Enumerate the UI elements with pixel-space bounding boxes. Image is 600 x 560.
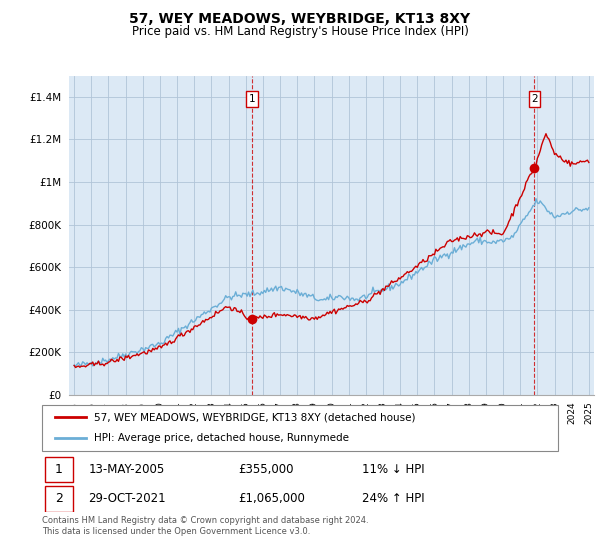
FancyBboxPatch shape [44,457,73,482]
Text: £1,065,000: £1,065,000 [238,492,305,506]
FancyBboxPatch shape [44,486,73,512]
Text: 57, WEY MEADOWS, WEYBRIDGE, KT13 8XY: 57, WEY MEADOWS, WEYBRIDGE, KT13 8XY [130,12,470,26]
Text: 1: 1 [249,94,256,104]
Text: 2: 2 [531,94,538,104]
Text: 57, WEY MEADOWS, WEYBRIDGE, KT13 8XY (detached house): 57, WEY MEADOWS, WEYBRIDGE, KT13 8XY (de… [94,412,415,422]
Text: £355,000: £355,000 [238,463,293,477]
Text: Contains HM Land Registry data © Crown copyright and database right 2024.
This d: Contains HM Land Registry data © Crown c… [42,516,368,536]
Text: 24% ↑ HPI: 24% ↑ HPI [362,492,425,506]
Text: 1: 1 [55,463,63,477]
Text: 29-OCT-2021: 29-OCT-2021 [88,492,166,506]
Text: 2: 2 [55,492,63,506]
Text: 13-MAY-2005: 13-MAY-2005 [88,463,164,477]
Text: HPI: Average price, detached house, Runnymede: HPI: Average price, detached house, Runn… [94,433,349,444]
Text: Price paid vs. HM Land Registry's House Price Index (HPI): Price paid vs. HM Land Registry's House … [131,25,469,38]
FancyBboxPatch shape [42,405,558,451]
Text: 11% ↓ HPI: 11% ↓ HPI [362,463,425,477]
